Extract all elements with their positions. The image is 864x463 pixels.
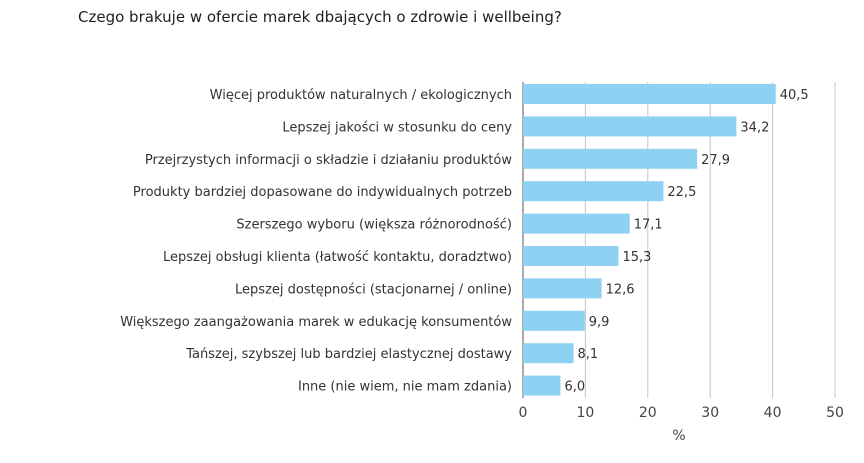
category-label: Więcej produktów naturalnych / ekologicz…: [210, 88, 512, 103]
x-tick-label: 0: [519, 405, 528, 421]
x-tick-label: 30: [701, 405, 719, 421]
bar: [523, 148, 698, 169]
x-tick-label: 40: [764, 405, 782, 421]
data-label: 15,3: [622, 250, 651, 265]
category-label: Szerszego wyboru (większa różnorodność): [236, 218, 512, 233]
x-tick-label: 50: [826, 405, 844, 421]
bar: [523, 116, 737, 137]
category-label: Większego zaangażowania marek w edukację…: [120, 315, 512, 330]
bar: [523, 246, 619, 266]
bar: [523, 310, 585, 331]
data-label: 34,2: [740, 120, 769, 135]
category-label: Produkty bardziej dopasowane do indywidu…: [133, 185, 512, 200]
x-tick-label: 10: [576, 405, 594, 421]
data-label: 8,1: [578, 347, 599, 362]
category-label: Lepszej jakości w stosunku do ceny: [282, 120, 512, 135]
bar: [523, 84, 776, 104]
category-label: Lepszej dostępności (stacjonarnej / onli…: [235, 282, 512, 297]
bar: [523, 375, 561, 396]
category-label: Lepszej obsługi klienta (łatwość kontakt…: [163, 250, 512, 265]
bar: [523, 278, 602, 299]
data-label: 12,6: [606, 282, 635, 297]
bar: [523, 213, 630, 234]
bar: [523, 343, 574, 364]
chart-title: Czego brakuje w ofercie marek dbających …: [78, 8, 562, 26]
data-label: 40,5: [780, 88, 809, 103]
data-label: 27,9: [701, 153, 730, 168]
category-label: Inne (nie wiem, nie mam zdania): [298, 380, 512, 395]
data-label: 17,1: [634, 218, 663, 233]
data-label: 6,0: [564, 380, 585, 395]
category-label: Przejrzystych informacji o składzie i dz…: [145, 153, 512, 168]
bar: [523, 181, 664, 202]
data-label: 9,9: [589, 315, 610, 330]
x-axis-label: %: [672, 428, 685, 444]
x-tick-label: 20: [639, 405, 657, 421]
data-label: 22,5: [667, 185, 696, 200]
category-label: Tańszej, szybszej lub bardziej elastyczn…: [185, 347, 512, 362]
